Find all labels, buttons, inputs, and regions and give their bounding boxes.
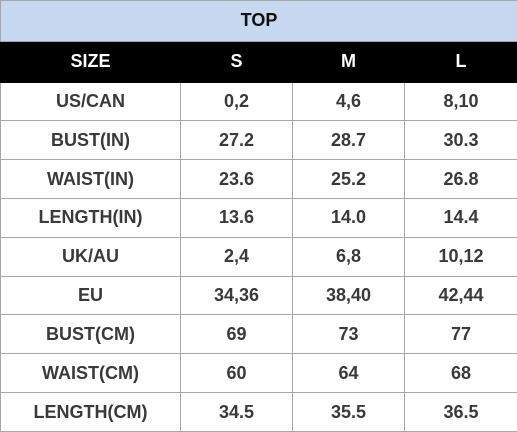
- table-cell: 25.2: [292, 159, 405, 200]
- table-cell: 14.0: [292, 198, 405, 238]
- table-cell: 6,8: [292, 236, 405, 277]
- row-label: US/CAN: [0, 81, 181, 122]
- title-row: TOP: [0, 0, 517, 42]
- table-row: BUST(CM) 69 73 77: [0, 314, 517, 355]
- table-row: WAIST(IN) 23.6 25.2 26.8: [0, 159, 517, 200]
- table-cell: 64: [292, 353, 405, 394]
- table-cell: 2,4: [180, 236, 293, 277]
- row-label: UK/AU: [0, 236, 181, 277]
- table-cell: 23.6: [180, 159, 293, 200]
- table-cell: 35.5: [292, 392, 405, 432]
- table-row: LENGTH(CM) 34.5 35.5 36.5: [0, 392, 517, 432]
- header-cell: L: [404, 40, 517, 83]
- header-cell: M: [292, 40, 405, 83]
- table-title: TOP: [0, 0, 517, 42]
- table-cell: 13.6: [180, 198, 293, 238]
- table-cell: 10,12: [404, 236, 517, 277]
- table-cell: 8,10: [404, 81, 517, 122]
- table-row: US/CAN 0,2 4,6 8,10: [0, 81, 517, 122]
- table-row: LENGTH(IN) 13.6 14.0 14.4: [0, 198, 517, 238]
- table-cell: 68: [404, 353, 517, 394]
- table-cell: 34.5: [180, 392, 293, 432]
- table-cell: 73: [292, 314, 405, 355]
- row-label: EU: [0, 275, 181, 316]
- header-row: SIZE S M L: [0, 40, 517, 83]
- header-cell: S: [180, 40, 293, 83]
- table-cell: 4,6: [292, 81, 405, 122]
- table-row: EU 34,36 38,40 42,44: [0, 275, 517, 316]
- table-cell: 34,36: [180, 275, 293, 316]
- row-label: WAIST(CM): [0, 353, 181, 394]
- table-row: BUST(IN) 27.2 28.7 30.3: [0, 120, 517, 161]
- table-cell: 30.3: [404, 120, 517, 161]
- table-cell: 42,44: [404, 275, 517, 316]
- table-cell: 69: [180, 314, 293, 355]
- table-cell: 26.8: [404, 159, 517, 200]
- table-cell: 77: [404, 314, 517, 355]
- row-label: BUST(CM): [0, 314, 181, 355]
- table-cell: 0,2: [180, 81, 293, 122]
- table-cell: 14.4: [404, 198, 517, 238]
- row-label: BUST(IN): [0, 120, 181, 161]
- table-row: UK/AU 2,4 6,8 10,12: [0, 236, 517, 277]
- table-cell: 60: [180, 353, 293, 394]
- table-cell: 27.2: [180, 120, 293, 161]
- header-cell: SIZE: [0, 40, 181, 83]
- table-row: WAIST(CM) 60 64 68: [0, 353, 517, 394]
- table-cell: 36.5: [404, 392, 517, 432]
- row-label: LENGTH(CM): [0, 392, 181, 432]
- row-label: WAIST(IN): [0, 159, 181, 200]
- table-cell: 28.7: [292, 120, 405, 161]
- row-label: LENGTH(IN): [0, 198, 181, 238]
- table-cell: 38,40: [292, 275, 405, 316]
